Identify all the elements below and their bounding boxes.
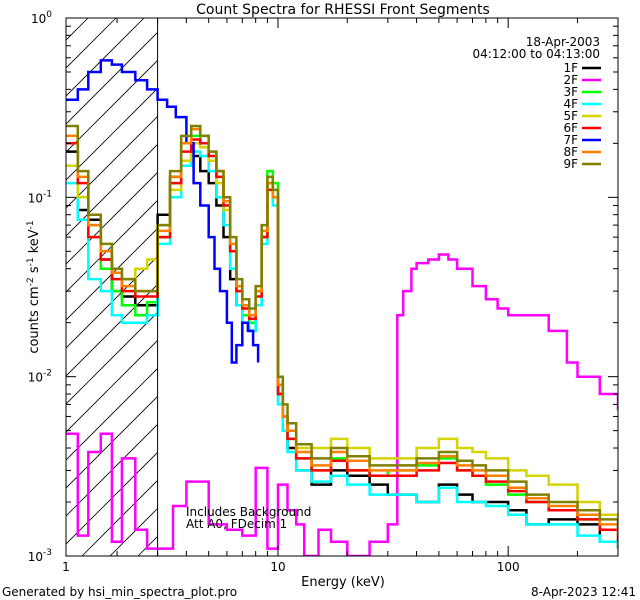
hatch-line xyxy=(66,423,158,517)
x-tick-label: 10 xyxy=(270,560,285,574)
annotation-attenuator: Att A0, FDecim 1 xyxy=(186,517,287,531)
x-tick-label: 100 xyxy=(497,560,520,574)
legend-label-6F: 6F xyxy=(563,121,578,135)
plot-frame xyxy=(65,17,619,557)
hatch-line xyxy=(66,171,158,265)
hatch-line xyxy=(66,87,158,181)
series-line-5F xyxy=(66,142,618,525)
footer-timestamp: 8-Apr-2023 12:41 xyxy=(531,585,636,599)
x-axis-ticks: 1 10 100 xyxy=(62,18,619,574)
series-line-7F xyxy=(66,59,260,364)
hatch-line xyxy=(66,283,158,377)
footer-generated-by: Generated by hsi_min_spectra_plot.pro xyxy=(2,585,237,599)
y-axis-ticks: 100 10-1 10-2 10-3 xyxy=(28,10,618,564)
hatch-line xyxy=(66,451,158,545)
hatch-line xyxy=(66,199,158,293)
annotation-background: Includes Background xyxy=(186,505,311,519)
legend-label-3F: 3F xyxy=(563,85,578,99)
hatch-line xyxy=(250,18,640,556)
x-axis-label: Energy (keV) xyxy=(301,575,385,590)
series-line-6F xyxy=(66,138,618,542)
y-tick-label: 100 xyxy=(31,10,52,26)
legend-label-7F: 7F xyxy=(563,133,578,147)
series-lines xyxy=(66,59,618,556)
legend-label-2F: 2F xyxy=(563,73,578,87)
hatch-line xyxy=(66,227,158,321)
hatch-line xyxy=(66,59,158,153)
legend-label-4F: 4F xyxy=(563,97,578,111)
legend-label-5F: 5F xyxy=(563,109,578,123)
x-tick-label: 1 xyxy=(62,560,70,574)
date-label: 18-Apr-2003 xyxy=(526,35,600,49)
hatch-line xyxy=(0,18,4,556)
y-tick-label: 10-2 xyxy=(28,369,52,385)
hatch-line xyxy=(66,31,158,125)
time-range-label: 04:12:00 to 04:13:00 xyxy=(473,47,600,61)
legend-label-8F: 8F xyxy=(563,145,578,159)
series-line-2F xyxy=(66,253,618,556)
y-axis-label: counts cm-2 s-1 keV-1 xyxy=(26,220,42,353)
chart-title: Count Spectra for RHESSI Front Segments xyxy=(196,2,490,18)
legend-label-1F: 1F xyxy=(563,61,578,75)
y-tick-label: 10-3 xyxy=(28,548,52,564)
legend-label-9F: 9F xyxy=(563,157,578,171)
y-tick-label: 10-1 xyxy=(28,189,52,205)
